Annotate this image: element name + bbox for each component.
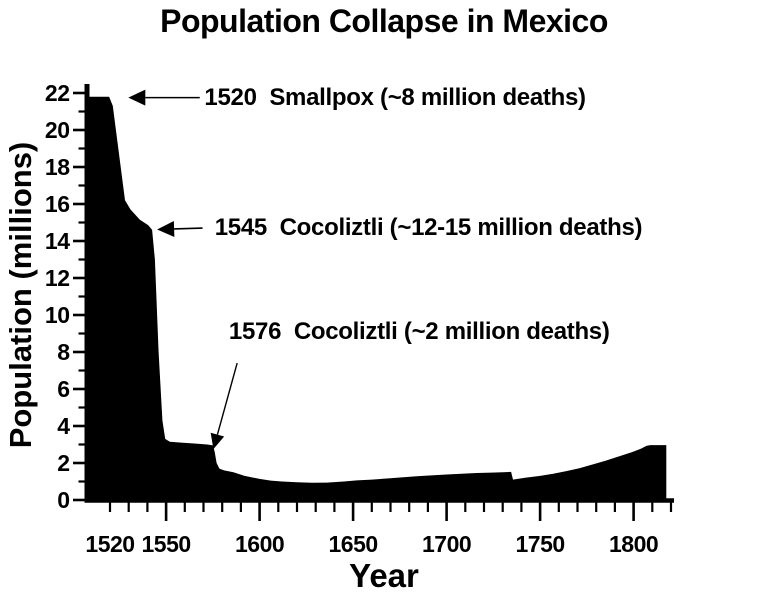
annotation-text: 1520 Smallpox (~8 million deaths) — [204, 83, 586, 111]
x-axis-title: Year — [349, 557, 419, 594]
y-tick-label: 2 — [57, 450, 70, 476]
y-tick-label: 6 — [57, 376, 70, 402]
annotation-arrow-line — [174, 227, 203, 230]
x-tick-label: 1520 — [85, 531, 135, 557]
y-tick-label: 20 — [44, 117, 70, 143]
annotation-arrowhead — [157, 220, 175, 237]
x-tick-label: 1800 — [609, 531, 659, 557]
annotation-arrowhead — [210, 432, 225, 450]
annotation-arrowhead — [128, 89, 146, 106]
y-tick-label: 14 — [44, 228, 70, 254]
x-tick-label: 1650 — [328, 531, 379, 557]
y-tick-label: 16 — [44, 191, 70, 217]
x-tick-label: 1550 — [141, 531, 192, 557]
y-tick-label: 8 — [57, 339, 70, 365]
y-tick-label: 18 — [44, 154, 70, 180]
population-area — [89, 96, 667, 501]
x-tick-label: 1700 — [422, 531, 472, 557]
annotation-arrow-line — [216, 362, 238, 435]
y-tick-label: 22 — [44, 80, 70, 106]
annotation-text: 1545 Cocoliztli (~12-15 million deaths) — [214, 214, 643, 242]
x-tick-label: 1600 — [235, 531, 285, 557]
y-tick-label: 12 — [44, 265, 70, 291]
annotation-text: 1576 Cocoliztli (~2 million deaths) — [228, 318, 610, 346]
y-tick-label: 0 — [57, 487, 70, 513]
y-tick-label: 10 — [44, 302, 70, 328]
chart-title: Population Collapse in Mexico — [160, 3, 608, 39]
y-tick-label: 4 — [57, 413, 70, 439]
x-tick-label: 1750 — [515, 531, 566, 557]
